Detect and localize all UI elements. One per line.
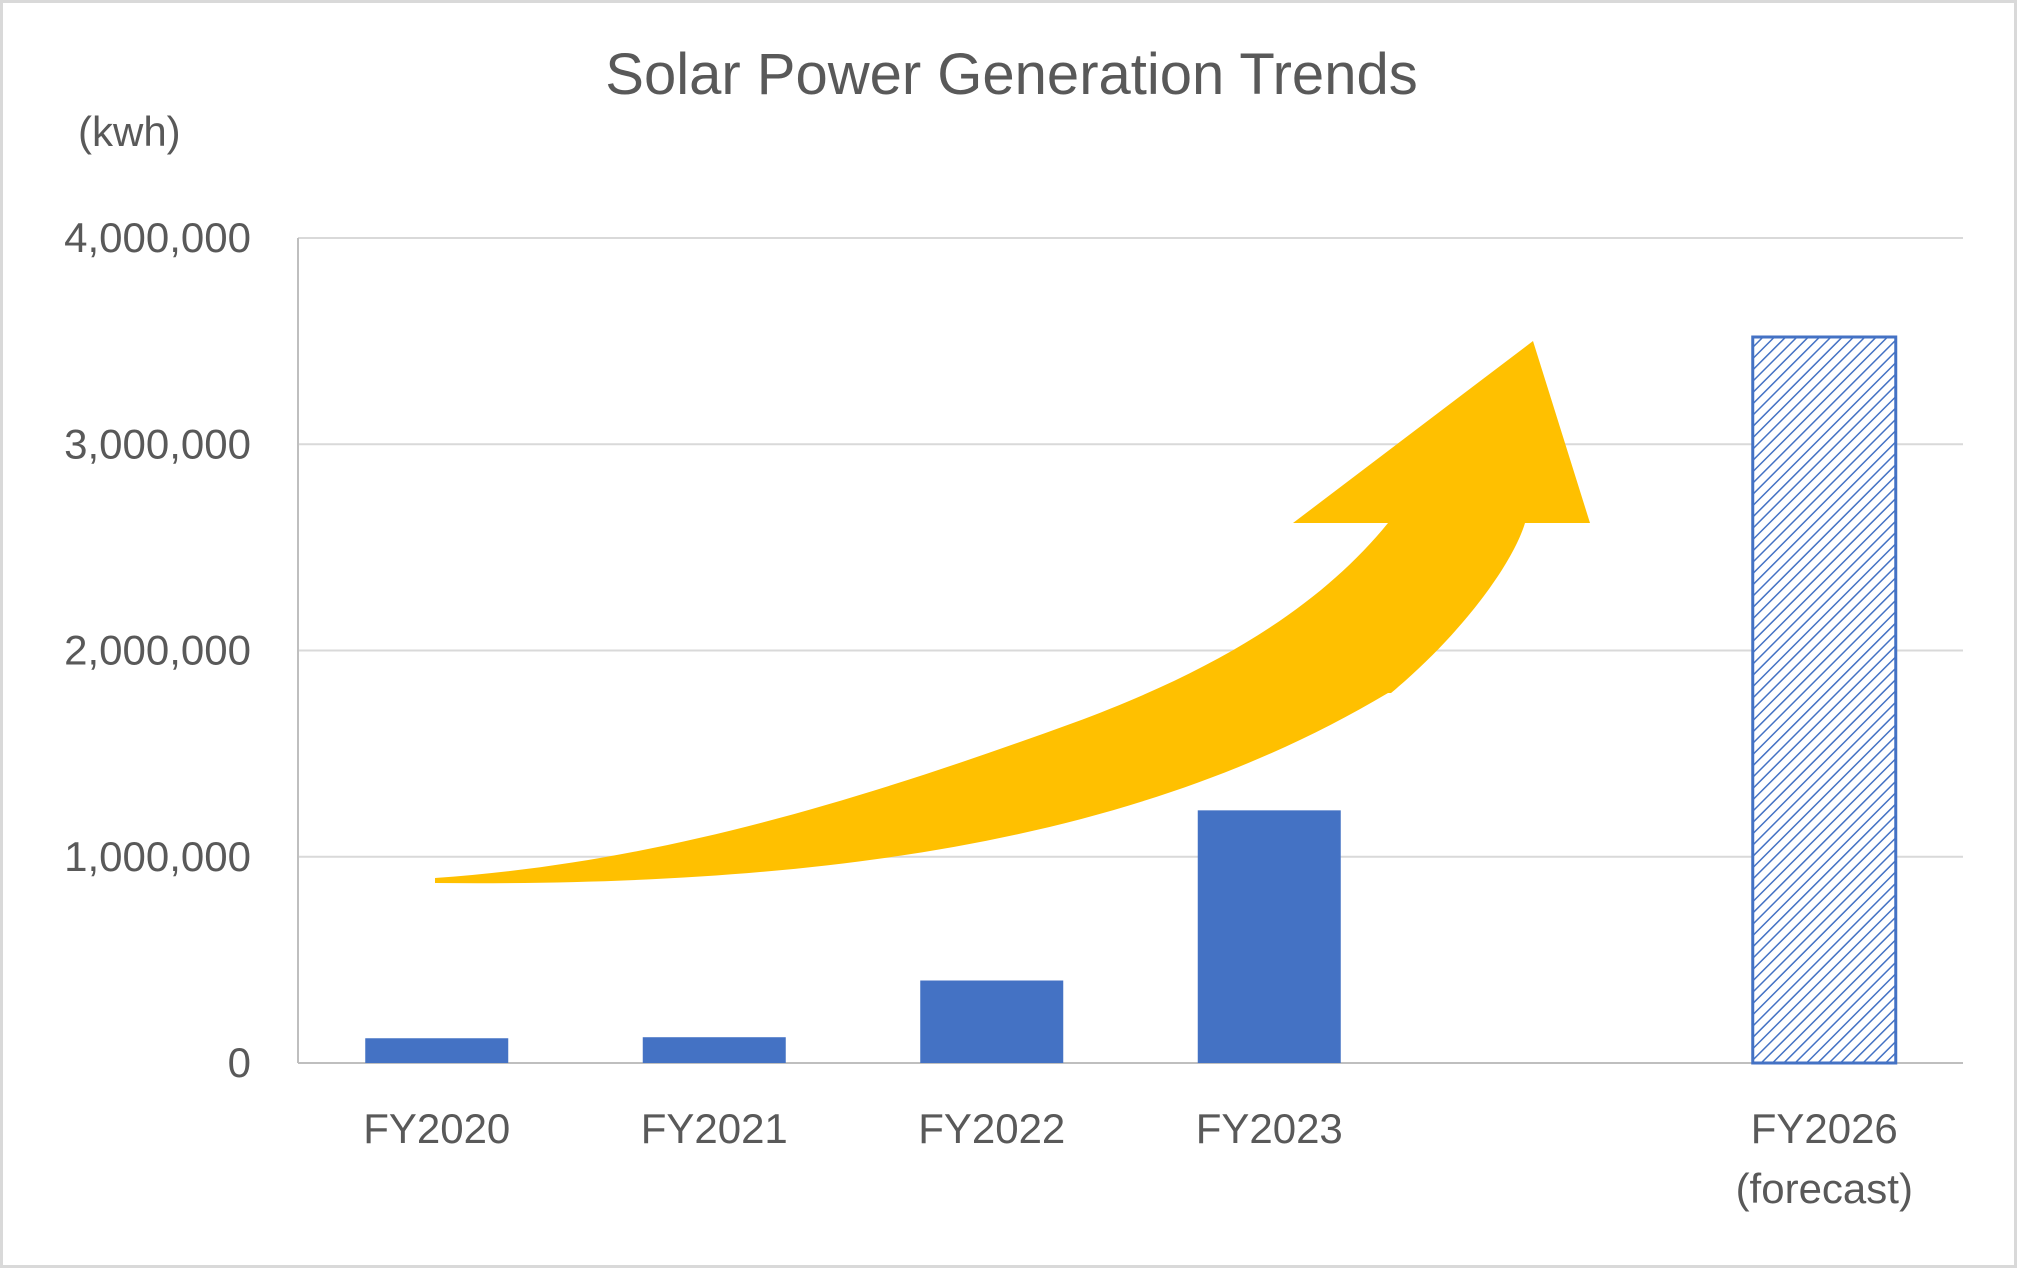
bar <box>365 1038 509 1063</box>
x-tick-labels: FY2020 FY2021 FY2022 FY2023 FY2026 (forecast) <box>363 1105 1913 1212</box>
bars <box>365 335 1898 1065</box>
y-tick-label: 2,000,000 <box>64 627 251 674</box>
bar <box>1197 810 1341 1063</box>
plot-area: 0 1,000,000 2,000,000 3,000,000 4,000,000 FY… <box>64 214 1963 1212</box>
x-tick-sublabel: (forecast) <box>1736 1165 1913 1212</box>
y-tick-labels: 0 1,000,000 2,000,000 3,000,000 4,000,000 <box>64 214 251 1086</box>
y-tick-label: 1,000,000 <box>64 833 251 880</box>
x-tick-label: FY2026 <box>1751 1105 1898 1152</box>
bar <box>642 1037 786 1063</box>
y-tick-label: 4,000,000 <box>64 214 251 261</box>
x-tick-label: FY2023 <box>1196 1105 1343 1152</box>
bar-forecast <box>1751 335 1898 1065</box>
y-tick-label: 3,000,000 <box>64 420 251 467</box>
gridlines <box>298 237 1963 858</box>
x-tick-label: FY2020 <box>363 1105 510 1152</box>
trend-arrow-icon <box>435 341 1590 884</box>
x-tick-label: FY2022 <box>918 1105 1065 1152</box>
y-axis-unit-label: (kwh) <box>78 108 181 155</box>
axes <box>297 238 1963 1064</box>
x-tick-label: FY2021 <box>641 1105 788 1152</box>
chart-title: Solar Power Generation Trends <box>605 42 1418 107</box>
bar <box>920 980 1064 1063</box>
y-tick-label: 0 <box>228 1039 251 1086</box>
